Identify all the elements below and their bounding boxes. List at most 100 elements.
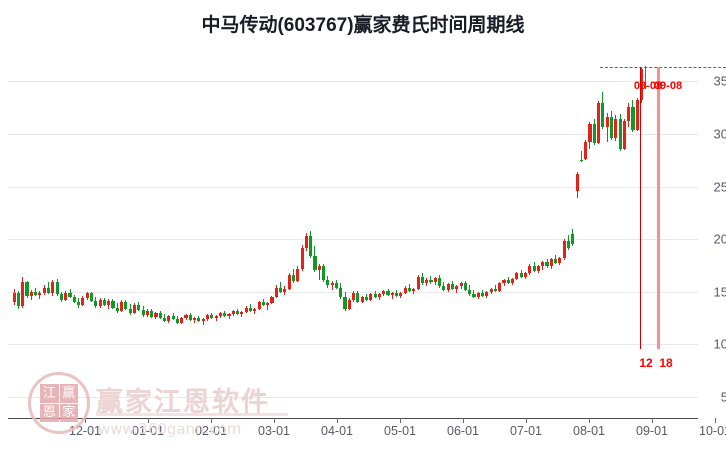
candle-body (433, 278, 437, 283)
candle-body (390, 292, 394, 295)
candle-body (158, 312, 162, 319)
candle-body (300, 247, 304, 269)
candle-body (201, 319, 205, 322)
seal-character: 家 (59, 403, 78, 422)
candle-body (511, 279, 515, 284)
candle-body (12, 292, 16, 303)
candle-body (614, 119, 618, 139)
candle-wick (215, 314, 217, 322)
candle-body (382, 290, 386, 294)
x-axis-tick-label: 02-01 (195, 424, 227, 438)
candle-body (55, 282, 59, 294)
gridline (8, 133, 698, 135)
y-axis-tick-label: 15 (713, 284, 726, 300)
candle-body (236, 310, 240, 314)
time-cycle-date-label: 09-08 (653, 80, 683, 92)
candle-wick (35, 287, 37, 296)
candle-body (459, 283, 463, 287)
gridline (8, 81, 698, 83)
x-axis-tick-label: 04-01 (321, 424, 353, 438)
candle-body (309, 235, 313, 256)
candle-body (446, 284, 450, 290)
candle-body (549, 259, 553, 267)
candle-body (81, 298, 85, 306)
candle-body (279, 287, 283, 292)
candle-body (150, 310, 154, 317)
candle-body (399, 292, 403, 296)
candle-body (253, 308, 257, 311)
candle-body (377, 293, 381, 297)
x-axis-tick-label: 05-01 (384, 424, 416, 438)
plot-area[interactable] (8, 55, 726, 418)
candle-wick (413, 287, 415, 294)
x-axis-tick-mark (211, 418, 212, 423)
candle-body (489, 288, 493, 292)
candle-wick (202, 318, 204, 326)
candle-body (193, 318, 197, 321)
candle-body (266, 303, 270, 306)
candle-body (102, 300, 106, 306)
x-axis-tick-mark (715, 418, 716, 423)
candle-body (64, 292, 68, 301)
candle-body (575, 173, 579, 191)
candle-body (618, 119, 622, 149)
candle-body (240, 311, 244, 314)
x-axis-tick-label: 09-01 (636, 424, 668, 438)
candle-body (180, 318, 184, 324)
candle-body (184, 314, 188, 319)
candle-body (223, 312, 227, 316)
candle-body (515, 272, 519, 280)
candle-body (163, 318, 167, 322)
x-axis-tick-mark (526, 418, 527, 423)
y-axis-tick-label: 35 (713, 73, 726, 89)
candle-body (274, 287, 278, 297)
y-axis-tick-label: 20 (713, 231, 726, 247)
candle-body (283, 288, 287, 292)
candle-body (68, 292, 72, 297)
time-cycle-date-label: 08-08 (633, 80, 663, 92)
candle-body (334, 283, 338, 288)
gridline (8, 291, 698, 293)
candle-body (412, 288, 416, 291)
candle-body (296, 268, 300, 282)
y-axis-tick-label: 25 (713, 179, 726, 195)
candle-body (154, 312, 158, 317)
candle-body (622, 121, 626, 149)
candle-body (640, 68, 644, 101)
x-axis-tick-mark (85, 418, 86, 423)
seal-character: 恩 (40, 403, 59, 422)
candle-body (545, 262, 549, 267)
watermark-seal: 江赢恩家 (28, 372, 90, 434)
x-axis-tick-mark (589, 418, 590, 423)
candle-body (631, 106, 635, 130)
time-cycle-count-label: 12 (639, 356, 653, 370)
candle-body (137, 305, 141, 310)
candle-body (128, 308, 132, 313)
watermark-bar (96, 413, 288, 416)
watermark-brand: 赢家江恩软件 (96, 387, 270, 417)
watermark-url: www.360gann.com (98, 420, 242, 438)
x-axis-tick-label: 07-01 (510, 424, 542, 438)
candle-body (322, 266, 326, 281)
x-axis-tick-label: 08-01 (573, 424, 605, 438)
y-axis-tick-label: 5 (720, 389, 726, 405)
candle-body (588, 124, 592, 143)
candle-body (38, 292, 42, 295)
candle-body (145, 310, 149, 315)
candle-body (373, 293, 377, 297)
x-axis-tick-mark (400, 418, 401, 423)
seal-character: 江 (40, 384, 59, 403)
candle-wick (39, 290, 41, 300)
candle-body (25, 282, 29, 296)
time-cycle-line[interactable] (656, 66, 660, 349)
candle-body (627, 106, 631, 122)
time-cycle-count-label: 18 (659, 356, 673, 370)
candle-body (98, 300, 102, 307)
candle-body (244, 307, 248, 312)
candle-body (442, 286, 446, 290)
candle-body (481, 292, 485, 296)
time-cycle-line[interactable] (639, 66, 641, 349)
candle-body (34, 291, 38, 295)
candle-body (326, 280, 330, 286)
candle-body (347, 300, 351, 309)
